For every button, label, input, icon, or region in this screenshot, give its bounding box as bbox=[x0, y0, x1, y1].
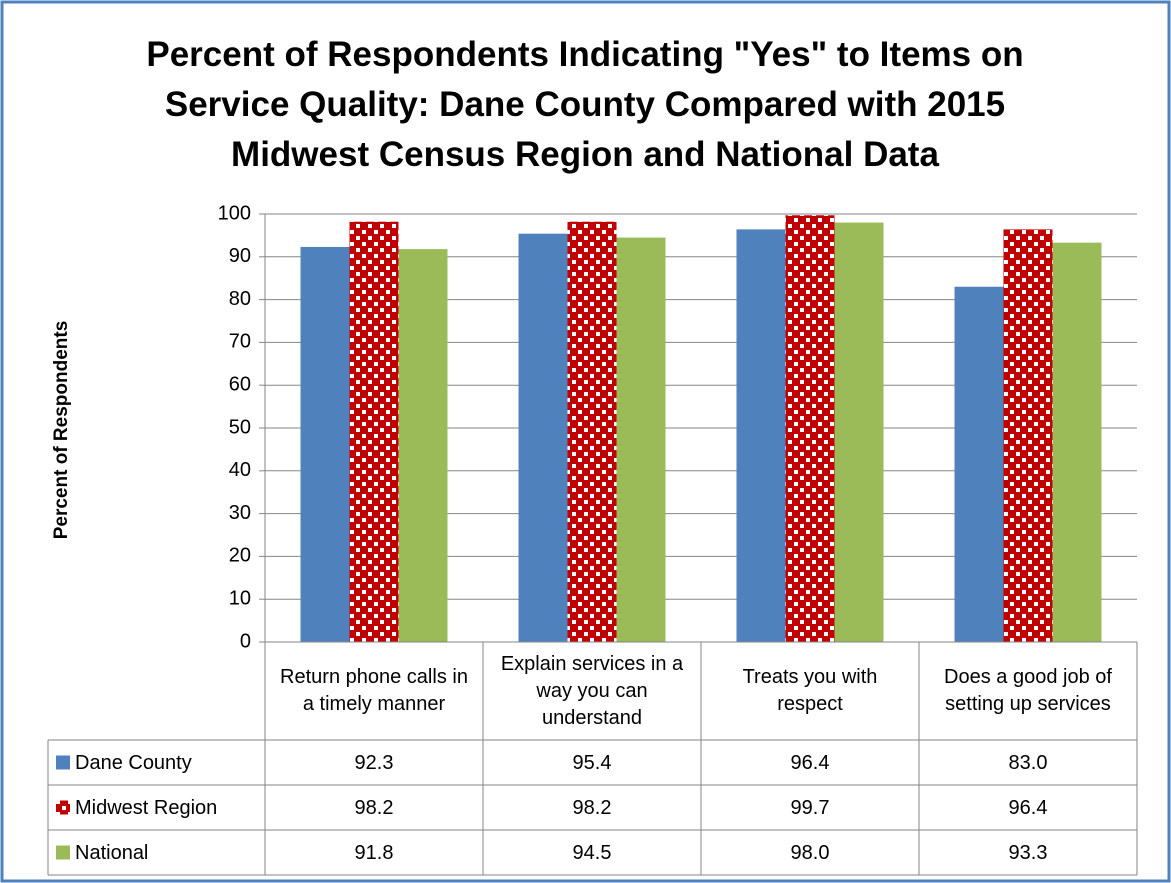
bar bbox=[736, 229, 786, 642]
table-value: 93.3 bbox=[1009, 842, 1048, 864]
table-value: 99.7 bbox=[791, 797, 830, 819]
table-value: 96.4 bbox=[791, 752, 830, 774]
bar bbox=[616, 237, 666, 643]
y-tick-label: 30 bbox=[229, 502, 251, 524]
legend-swatch bbox=[56, 755, 70, 770]
bar bbox=[349, 221, 399, 643]
legend-label: National bbox=[75, 842, 148, 864]
bar bbox=[300, 246, 350, 642]
x-tick-label: Does a good job of setting up services bbox=[944, 666, 1112, 715]
table-value: 92.3 bbox=[355, 752, 394, 774]
y-tick-label: 70 bbox=[229, 331, 251, 353]
legend-swatch bbox=[56, 800, 70, 815]
table-value: 95.4 bbox=[573, 752, 612, 774]
table-value: 83.0 bbox=[1009, 752, 1048, 774]
table-value: 96.4 bbox=[1009, 797, 1048, 819]
y-tick-label: 90 bbox=[229, 245, 251, 267]
bar bbox=[785, 215, 835, 642]
bar bbox=[398, 249, 448, 642]
chart-title: Percent of Respondents Indicating "Yes" … bbox=[146, 35, 1024, 174]
x-tick-label: Explain services in a way you can unders… bbox=[500, 652, 684, 729]
y-tick-label: 0 bbox=[240, 630, 251, 652]
x-tick-label: Treats you with respect bbox=[742, 666, 878, 715]
table-value: 98.2 bbox=[573, 797, 612, 819]
legend-swatch bbox=[56, 845, 70, 860]
table-value: 98.0 bbox=[791, 842, 830, 864]
y-tick-label: 40 bbox=[229, 459, 251, 481]
x-tick-label: Return phone calls in a timely manner bbox=[280, 666, 468, 715]
bar bbox=[1003, 229, 1053, 642]
legend-label: Midwest Region bbox=[75, 797, 217, 819]
legend-label: Dane County bbox=[75, 752, 192, 774]
y-tick-label: 10 bbox=[229, 587, 251, 609]
y-axis-title: Percent of Respondents bbox=[51, 321, 72, 540]
table-value: 91.8 bbox=[355, 842, 394, 864]
bar bbox=[1052, 242, 1102, 642]
bar bbox=[567, 221, 617, 643]
y-tick-label: 60 bbox=[229, 373, 251, 395]
bar bbox=[954, 286, 1004, 642]
y-tick-label: 50 bbox=[229, 416, 251, 438]
bar bbox=[518, 233, 568, 643]
y-tick-label: 80 bbox=[229, 288, 251, 310]
table-value: 94.5 bbox=[573, 842, 612, 864]
y-tick-label: 20 bbox=[229, 545, 251, 567]
table-value: 98.2 bbox=[355, 797, 394, 819]
bar bbox=[834, 222, 884, 642]
y-tick-label: 100 bbox=[218, 202, 251, 224]
